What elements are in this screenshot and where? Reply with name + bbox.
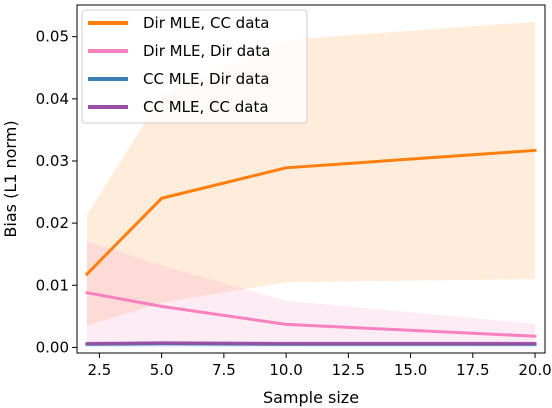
x-tick-label: 2.5 bbox=[87, 361, 111, 379]
y-tick-label: 0.00 bbox=[36, 338, 69, 356]
y-axis: 0.00 0.01 0.02 0.03 0.04 0.05 bbox=[36, 28, 77, 356]
x-axis: 2.5 5.0 7.5 10.0 12.5 15.0 17.5 20.0 bbox=[87, 353, 552, 379]
band-series-2 bbox=[86, 241, 536, 347]
legend-label: Dir MLE, CC data bbox=[143, 14, 269, 32]
y-tick-label: 0.01 bbox=[36, 276, 69, 294]
legend-box bbox=[81, 9, 308, 124]
x-tick-label: 20.0 bbox=[518, 361, 551, 379]
series-lines bbox=[84, 148, 537, 346]
y-tick-label: 0.04 bbox=[36, 90, 69, 108]
legend: Dir MLE, CC data Dir MLE, Dir data CC MLE,… bbox=[81, 9, 308, 124]
x-tick-label: 10.0 bbox=[269, 361, 302, 379]
x-tick-label: 12.5 bbox=[332, 361, 365, 379]
x-tick-label: 7.5 bbox=[212, 361, 236, 379]
line-series-2 bbox=[85, 290, 537, 338]
legend-label: Dir MLE, Dir data bbox=[143, 42, 270, 60]
plot-frame bbox=[76, 4, 546, 354]
line-series-4 bbox=[85, 341, 537, 346]
y-axis-label: Bias (L1 norm) bbox=[1, 120, 20, 237]
line-series-1 bbox=[84, 148, 537, 277]
x-tick-label: 15.0 bbox=[394, 361, 427, 379]
legend-label: CC MLE, CC data bbox=[143, 98, 269, 116]
x-tick-label: 5.0 bbox=[150, 361, 174, 379]
y-tick-label: 0.02 bbox=[36, 214, 69, 232]
x-tick-label: 17.5 bbox=[456, 361, 489, 379]
x-axis-label: Sample size bbox=[263, 388, 359, 407]
y-tick-label: 0.03 bbox=[36, 152, 69, 170]
y-tick-label: 0.05 bbox=[36, 28, 69, 46]
legend-label: CC MLE, Dir data bbox=[143, 70, 269, 88]
